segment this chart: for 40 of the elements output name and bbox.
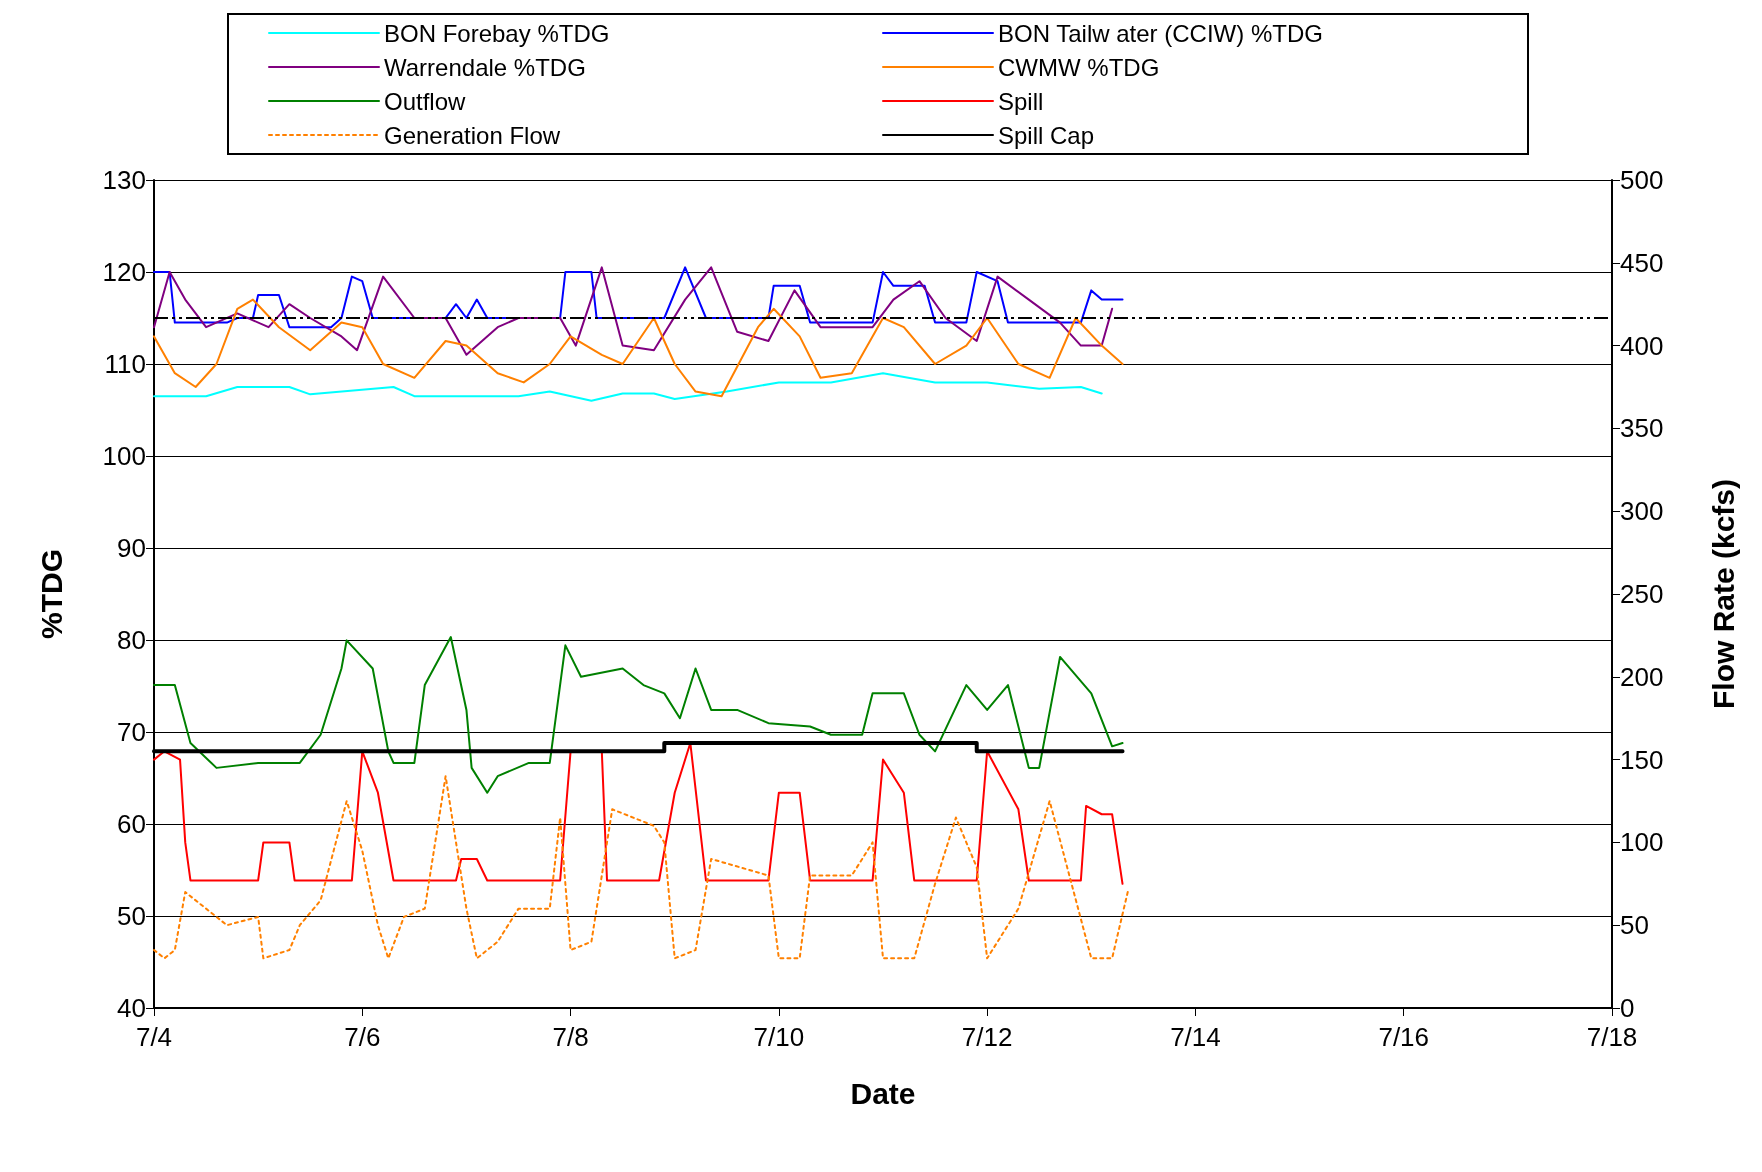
legend-label: Spill Cap [998, 121, 1095, 149]
y-axis-title: %TDG [34, 549, 68, 639]
x-tick-label: 7/10 [753, 1022, 805, 1052]
y-tick-label: 40 [117, 993, 146, 1023]
y-tick-label: 130 [102, 165, 146, 195]
legend-label: Spill [998, 87, 1044, 115]
x-tick-label: 7/4 [135, 1022, 173, 1052]
x-tick-label: 7/14 [1170, 1022, 1221, 1052]
y2-tick-label: 300 [1620, 496, 1664, 527]
y-tick-label: 100 [102, 441, 146, 471]
y2-tick-label: 200 [1620, 661, 1664, 692]
y2-tick-label: 0 [1620, 993, 1635, 1023]
y-tick-label: 120 [102, 257, 146, 287]
y2-tick-label: 100 [1620, 827, 1664, 858]
legend-label: Warrendale %TDG [384, 53, 586, 81]
legend-label: Generation Flow [384, 121, 561, 149]
y2-axis-title: Flow Rate (kcfs) [1706, 478, 1740, 710]
y2-tick-label: 150 [1620, 744, 1664, 775]
legend-label: BON Tailw ater (CCIW) %TDG [998, 19, 1323, 47]
legend-label: Outflow [384, 87, 467, 115]
y2-tick-label: 500 [1620, 165, 1664, 195]
y-tick-label: 70 [117, 717, 146, 747]
legend-label: BON Forebay %TDG [384, 19, 610, 47]
y2-tick-label: 400 [1620, 330, 1664, 361]
x-tick-label: 7/12 [961, 1022, 1013, 1052]
y-tick-label: 90 [117, 533, 146, 563]
y2-tick-label: 250 [1620, 579, 1664, 609]
y2-tick-label: 50 [1620, 910, 1649, 941]
x-tick-label: 7/6 [344, 1022, 381, 1052]
y-tick-label: 60 [117, 809, 146, 839]
x-tick-label: 7/8 [552, 1022, 589, 1052]
x-tick-label: 7/16 [1378, 1022, 1430, 1052]
y2-tick-label: 350 [1620, 413, 1664, 444]
y-tick-label: 50 [117, 901, 146, 931]
x-tick-label: 7/18 [1586, 1022, 1638, 1052]
y-tick-label: 110 [104, 349, 146, 379]
y2-tick-label: 450 [1620, 247, 1664, 278]
legend-label: CWMW %TDG [998, 53, 1160, 81]
x-axis-title: Date [850, 1076, 916, 1110]
y-tick-label: 80 [117, 625, 146, 655]
